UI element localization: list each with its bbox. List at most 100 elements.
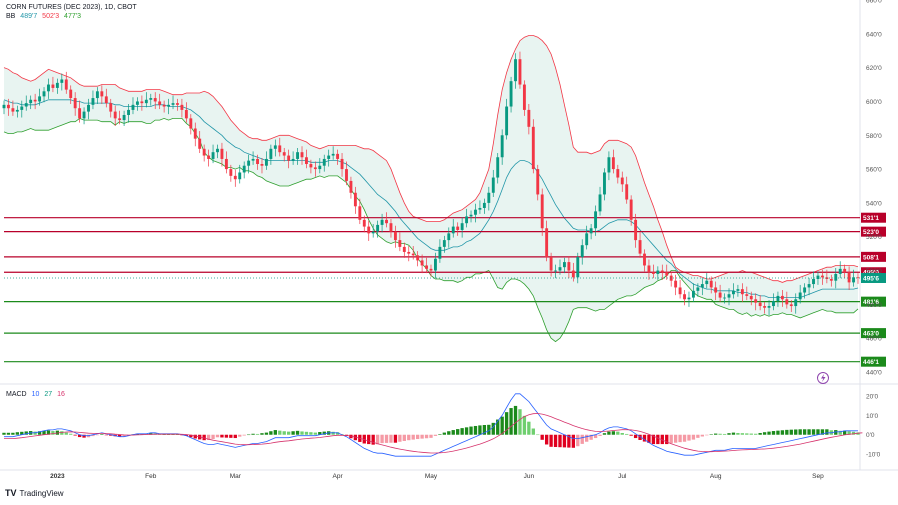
macd-histogram-bar xyxy=(122,434,126,437)
candle-body xyxy=(820,275,824,278)
candle xyxy=(674,274,678,296)
candle xyxy=(238,164,242,184)
candle xyxy=(104,88,108,108)
candle-body xyxy=(15,109,19,112)
candle-body xyxy=(233,175,237,180)
candle-body xyxy=(380,219,384,225)
candle xyxy=(11,100,15,116)
candle xyxy=(95,87,99,104)
macd-histogram-bar xyxy=(647,434,651,443)
candle xyxy=(407,246,411,262)
candle xyxy=(754,293,758,311)
candle-body xyxy=(7,104,10,109)
candle xyxy=(634,213,638,248)
price-tick-label-10: 640'0 xyxy=(866,31,882,38)
macd-histogram-bar xyxy=(2,432,6,435)
candle-body xyxy=(327,155,331,159)
candle xyxy=(687,291,691,307)
candle-body xyxy=(611,157,615,170)
candle-body xyxy=(647,265,651,273)
bb-legend[interactable]: BB 489'7 502'3 477'3 xyxy=(6,12,81,21)
macd-histogram-bar xyxy=(651,434,656,445)
macd-histogram-bar xyxy=(553,434,558,448)
tradingview-brand[interactable]: TV TradingView xyxy=(5,488,64,498)
candle xyxy=(785,291,789,309)
macd-histogram-bar xyxy=(771,431,776,435)
candle-body xyxy=(763,306,767,308)
candle-body xyxy=(727,294,731,298)
macd-histogram-bar xyxy=(633,434,638,439)
macd-histogram-bar xyxy=(580,434,584,444)
candle xyxy=(643,249,646,272)
macd-histogram-bar xyxy=(220,434,224,438)
candle-body xyxy=(349,180,353,193)
candle-body xyxy=(135,101,139,105)
macd-histogram-bar xyxy=(620,432,624,435)
macd-histogram-bar xyxy=(206,434,211,440)
symbol-title: CORN FUTURES (DEC 2023), 1D, CBOT xyxy=(6,4,137,11)
candle-body xyxy=(229,169,233,176)
macd-histogram-bar xyxy=(473,425,478,435)
macd-histogram-bar xyxy=(104,434,108,436)
candle-body xyxy=(442,240,446,247)
macd-histogram-bar xyxy=(411,434,415,440)
candle xyxy=(127,103,130,123)
candle-body xyxy=(95,91,99,99)
candle xyxy=(460,217,464,238)
macd-line xyxy=(4,393,858,457)
candle-body xyxy=(207,155,211,159)
candle xyxy=(2,100,6,115)
candle xyxy=(665,264,669,280)
candle xyxy=(812,271,815,289)
candle-body xyxy=(843,268,847,273)
candle-body xyxy=(518,59,522,85)
macd-histogram-bar xyxy=(469,426,473,435)
candle xyxy=(745,286,749,301)
macd-histogram-bar xyxy=(380,434,384,444)
candle-body xyxy=(465,216,469,224)
candle xyxy=(758,295,762,311)
candle xyxy=(780,289,784,307)
candle xyxy=(447,227,451,248)
candle xyxy=(647,259,651,280)
candle-body xyxy=(607,157,611,173)
time-tick-label-6: Jul xyxy=(618,473,627,480)
candle-body xyxy=(732,290,735,295)
candle-body xyxy=(598,194,602,212)
candle xyxy=(589,224,593,240)
candle xyxy=(135,97,139,111)
macd-histogram-bar xyxy=(451,430,455,435)
macd-histogram-bar xyxy=(789,429,793,435)
bb-upper-line xyxy=(3,35,859,283)
candle-body xyxy=(540,194,544,229)
candle xyxy=(607,151,611,181)
candle xyxy=(638,232,642,258)
candle-body xyxy=(269,148,273,159)
candle xyxy=(15,105,19,118)
candle-body xyxy=(273,145,277,149)
candle-body xyxy=(113,111,117,119)
macd-histogram-bar xyxy=(780,430,785,435)
candle-body xyxy=(55,82,59,88)
macd-tick-label-2: 0'0 xyxy=(866,432,875,439)
time-tick-label-8: Sep xyxy=(812,473,824,480)
candle-body xyxy=(785,299,789,305)
macd-histogram-bar xyxy=(398,434,402,442)
macd-histogram-bar xyxy=(585,434,589,442)
candle xyxy=(571,262,575,282)
candle-body xyxy=(336,153,340,159)
macd-legend[interactable]: MACD 10 27 16 xyxy=(6,390,65,399)
candle-body xyxy=(482,202,486,208)
macd-histogram-bar xyxy=(522,415,527,435)
macd-histogram-bar xyxy=(456,429,460,435)
lightning-icon[interactable] xyxy=(817,372,829,384)
macd-histogram-bar xyxy=(420,434,424,439)
candle xyxy=(540,188,544,236)
candle-body xyxy=(260,164,264,166)
candle xyxy=(603,168,606,201)
macd-histogram-bar xyxy=(811,429,816,435)
macd-param-slow: 27 xyxy=(44,391,53,398)
candle xyxy=(189,114,193,135)
macd-histogram-bar xyxy=(73,434,77,436)
